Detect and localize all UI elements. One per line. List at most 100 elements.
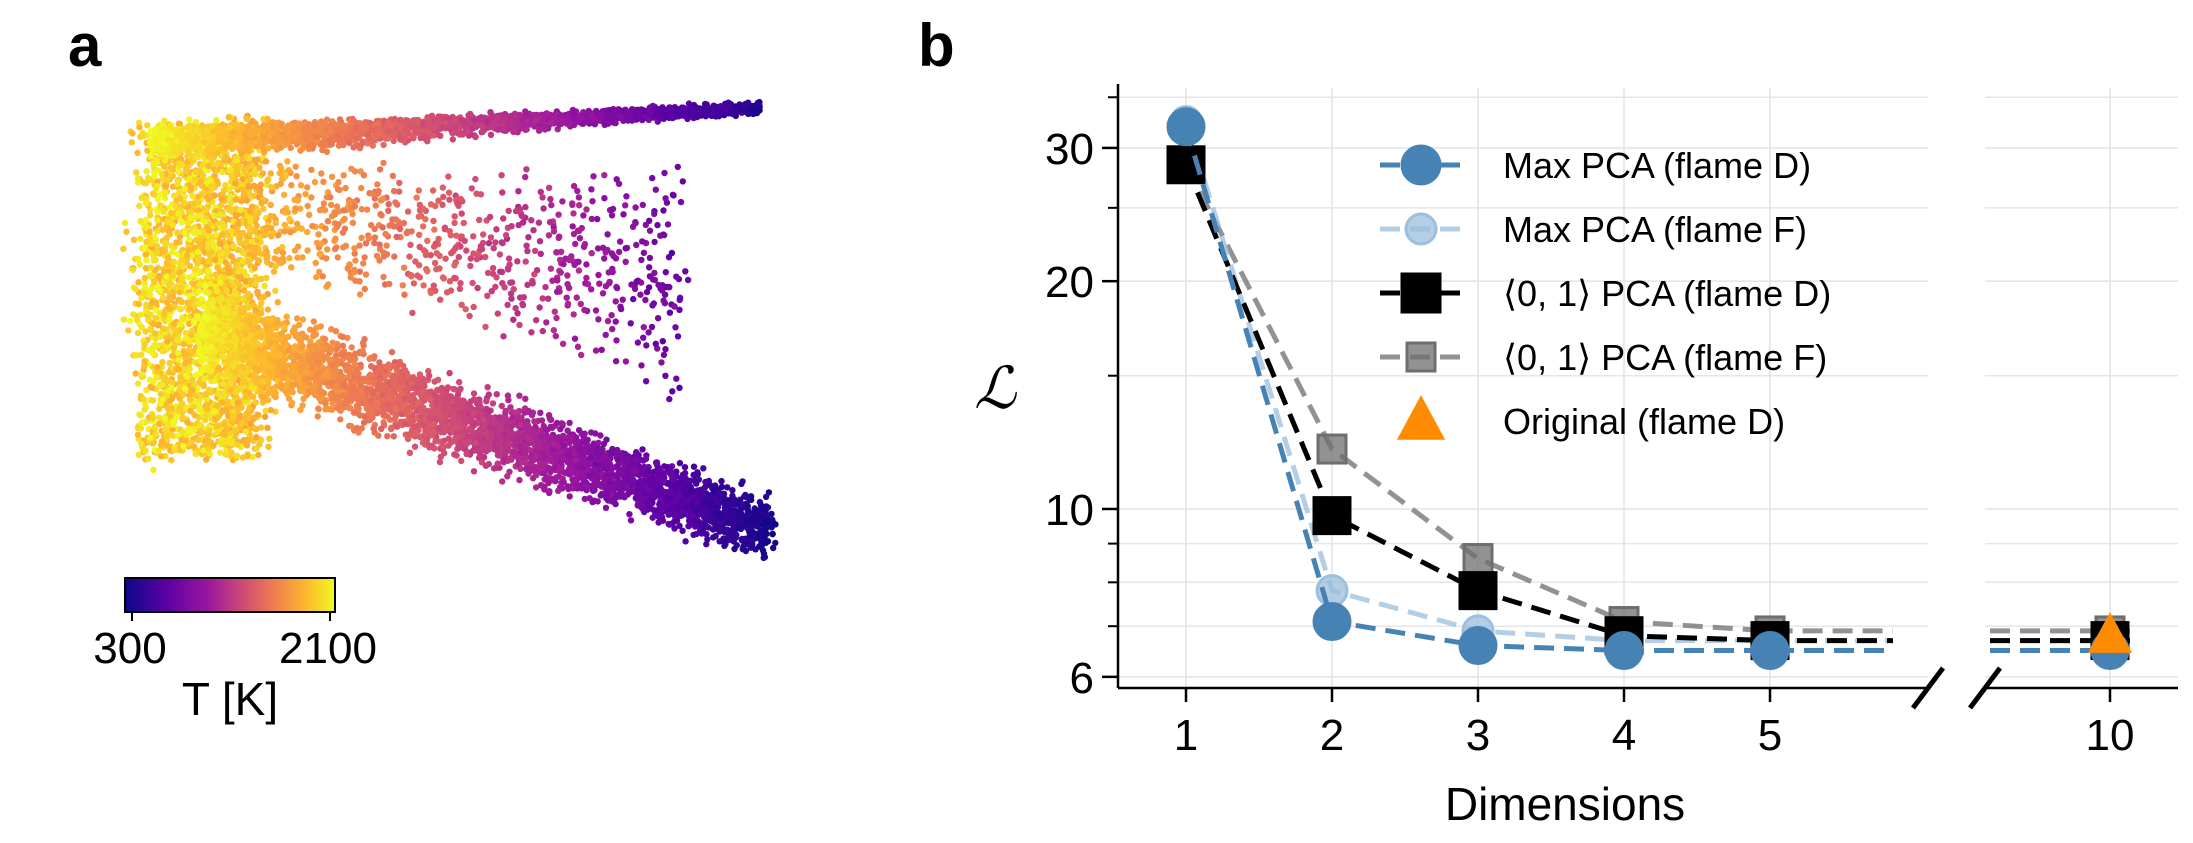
scatter-point — [247, 215, 254, 222]
scatter-point — [227, 235, 234, 242]
scatter-point — [227, 199, 235, 206]
scatter-point — [253, 143, 260, 150]
scatter-point — [158, 438, 166, 445]
scatter-point — [366, 119, 374, 127]
scatter-point — [410, 133, 417, 140]
scatter-point — [284, 122, 292, 130]
scatter-point — [380, 141, 387, 149]
scatter-point — [184, 299, 191, 306]
scatter-point — [464, 128, 472, 136]
scatter-point — [193, 151, 200, 158]
scatter-point — [203, 206, 210, 213]
scatter-point — [159, 347, 166, 355]
scatter-point — [121, 219, 129, 227]
scatter-point — [180, 391, 187, 398]
scatter-point — [339, 121, 346, 129]
scatter-point — [237, 147, 244, 154]
scatter-point — [132, 370, 139, 377]
scatter-point — [138, 440, 145, 447]
scatter-point — [152, 156, 159, 163]
scatter-point — [120, 245, 127, 252]
scatter-point — [570, 111, 577, 118]
scatter-point — [247, 420, 254, 427]
scatter-point — [239, 229, 247, 237]
scatter-point — [206, 427, 213, 434]
scatter-point — [200, 447, 207, 454]
scatter-point — [214, 264, 221, 271]
scatter-point — [177, 373, 184, 380]
scatter-point — [705, 106, 712, 114]
scatter-point — [270, 143, 277, 150]
scatter-point — [358, 140, 366, 148]
scatter-point — [239, 454, 247, 461]
scatter-point — [397, 124, 404, 132]
scatter-point — [177, 268, 184, 276]
scatter-point — [226, 193, 234, 200]
scatter-point — [565, 120, 573, 127]
scatter-point — [137, 235, 144, 242]
scatter-point — [232, 180, 239, 187]
scatter-point — [183, 252, 191, 259]
scatter-point — [225, 114, 232, 121]
scatter-point — [390, 137, 397, 145]
scatter-point — [178, 218, 186, 226]
scatter-point — [202, 288, 209, 295]
scatter-point — [218, 145, 226, 152]
scatter-point — [459, 117, 467, 124]
scatter-point — [216, 138, 223, 146]
scatter-point — [526, 121, 533, 128]
scatter-point — [214, 159, 221, 167]
scatter-point — [236, 239, 244, 247]
scatter-point — [168, 132, 175, 139]
scatter-point — [387, 121, 394, 129]
scatter-point — [540, 123, 547, 130]
scatter-point — [202, 412, 210, 419]
scatter-point — [189, 192, 196, 199]
scatter-point — [494, 126, 502, 133]
panel-a-label: a — [68, 12, 102, 79]
scatter-point — [156, 333, 164, 340]
scatter-point — [314, 413, 321, 420]
scatter-point — [261, 413, 269, 420]
scatter-point — [260, 121, 268, 129]
scatter-point — [234, 228, 242, 236]
scatter-point — [179, 125, 187, 132]
scatter-point — [141, 341, 148, 348]
scatter-point — [244, 436, 252, 444]
scatter-point — [679, 527, 686, 534]
scatter-point — [143, 168, 150, 175]
scatter-point — [222, 259, 229, 266]
scatter-point — [217, 449, 224, 456]
scatter-point — [142, 328, 149, 335]
scatter-point — [166, 359, 173, 367]
scatter-point — [239, 419, 246, 427]
scatter-point — [508, 123, 515, 130]
scatter-point — [180, 442, 187, 450]
scatter-point — [125, 327, 132, 334]
scatter-point — [159, 294, 167, 301]
scatter-point — [211, 256, 219, 264]
scatter-point — [265, 443, 272, 450]
scatter-point — [168, 457, 175, 464]
scatter-point — [160, 162, 168, 170]
scatter-point — [300, 126, 307, 133]
scatter-point — [645, 116, 652, 124]
scatter-point — [174, 349, 182, 357]
scatter-point — [223, 451, 230, 458]
scatter-point — [154, 217, 161, 224]
scatter-point — [251, 156, 259, 163]
scatter-point — [305, 129, 313, 136]
scatter-point — [346, 139, 353, 146]
scatter-point — [220, 126, 227, 133]
scatter-point — [313, 133, 320, 140]
scatter-point — [181, 185, 189, 192]
scatter-point — [216, 211, 224, 218]
scatter-point — [142, 216, 150, 223]
scatter-point — [190, 403, 197, 410]
scatter-point — [177, 383, 184, 391]
scatter-point — [142, 265, 150, 272]
scatter-point — [240, 287, 248, 294]
scatter-point — [182, 166, 190, 173]
scatter-point — [252, 307, 259, 314]
scatter-point — [257, 436, 265, 444]
